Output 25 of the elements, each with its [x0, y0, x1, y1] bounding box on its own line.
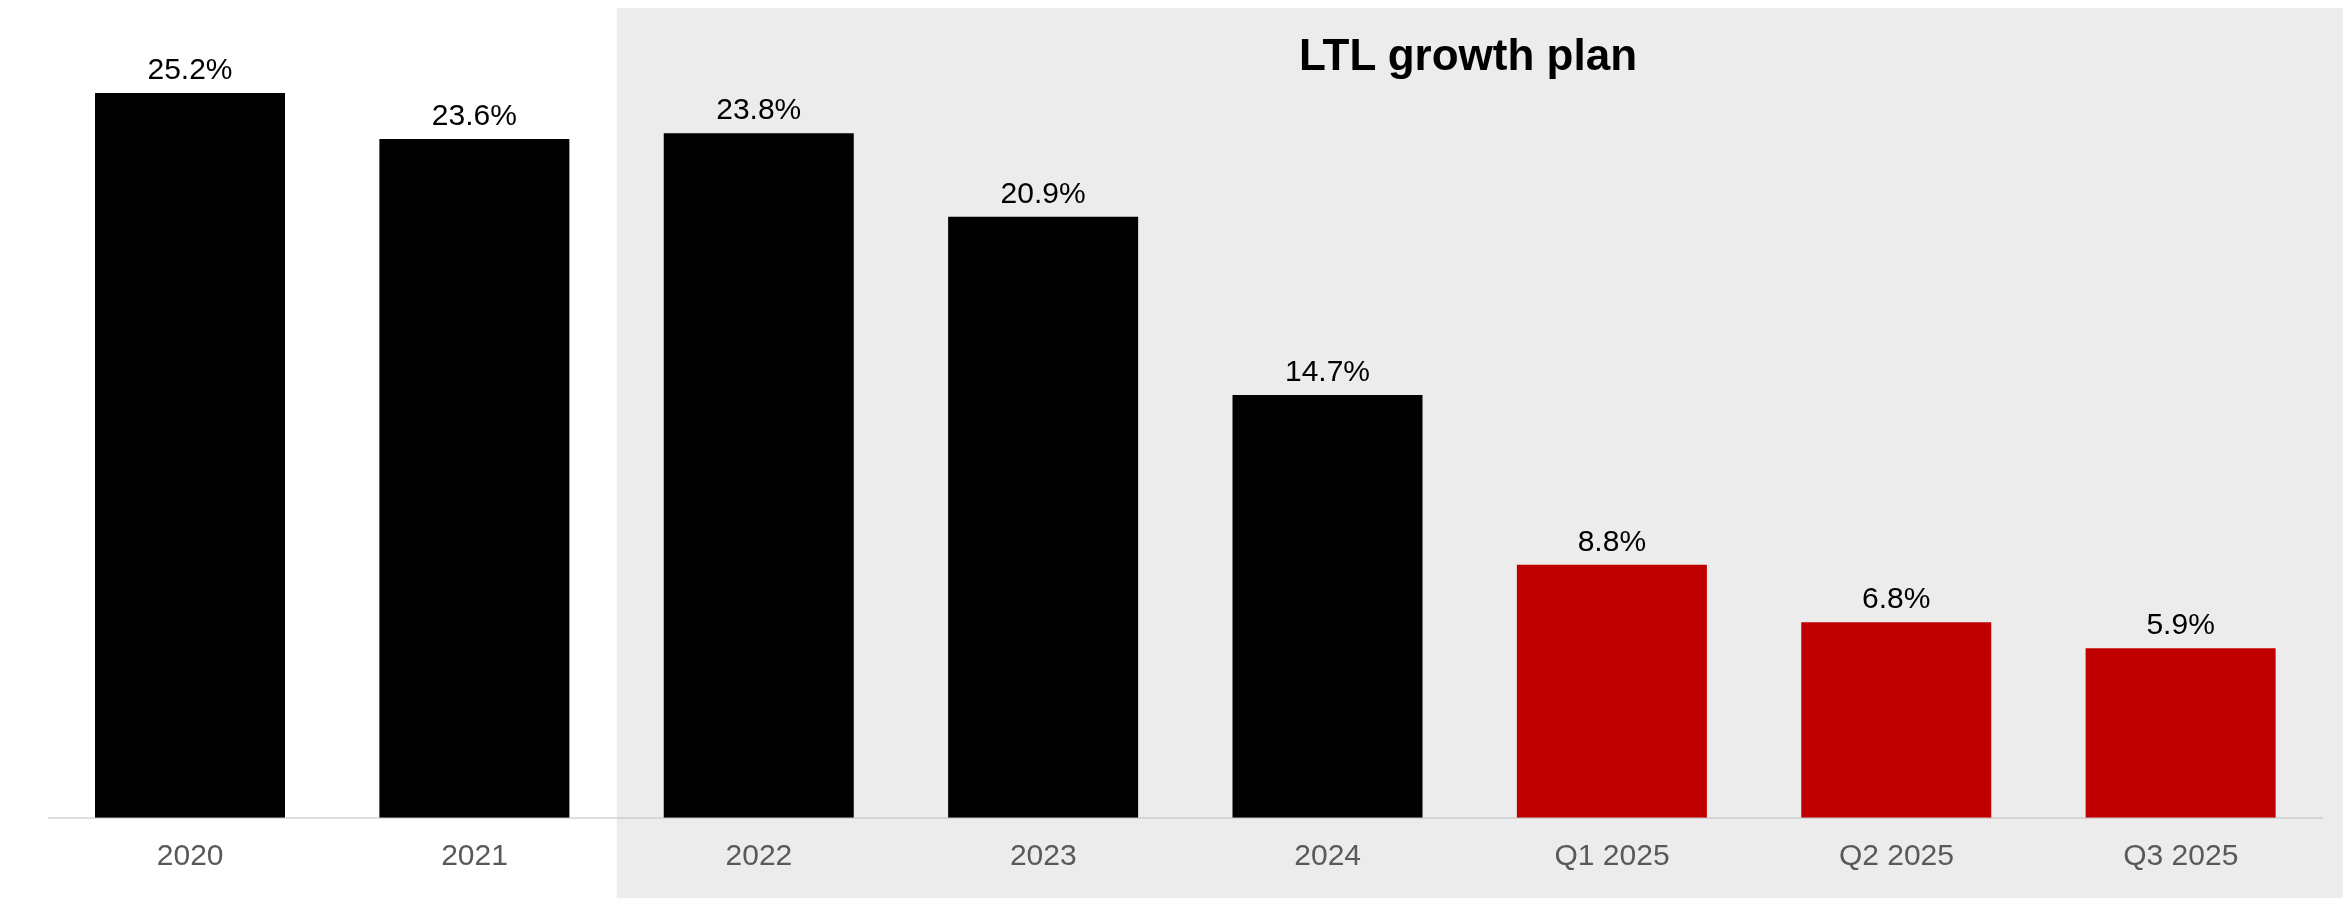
data-label: 14.7% [1284, 354, 1371, 388]
bar [663, 133, 854, 818]
x-tick-label: 2021 [441, 838, 508, 872]
bar [95, 93, 285, 818]
x-tick-label: 2020 [156, 838, 224, 872]
x-tick-label: Q1 2025 [1554, 838, 1670, 872]
bar [1232, 395, 1423, 818]
data-label: 8.8% [1577, 523, 1647, 557]
x-tick-label: 2022 [725, 838, 793, 872]
bar [379, 139, 570, 818]
bar [1516, 564, 1707, 818]
data-label: 6.8% [1862, 581, 1931, 615]
data-label: 20.9% [1000, 175, 1086, 209]
data-label: 25.2% [147, 52, 233, 85]
data-label: 23.6% [431, 98, 517, 132]
data-label: 23.8% [716, 92, 802, 126]
data-label: 5.9% [2146, 607, 2215, 641]
x-tick-label: 2023 [1009, 838, 1077, 872]
bar [2085, 648, 2276, 818]
x-tick-label: Q3 2025 [2123, 838, 2239, 872]
chart-title: LTL growth plan [1298, 30, 1638, 80]
bar [1801, 622, 1992, 818]
x-tick-label: Q2 2025 [1838, 838, 1954, 872]
x-tick-label: 2024 [1294, 838, 1362, 872]
bar [948, 216, 1139, 818]
